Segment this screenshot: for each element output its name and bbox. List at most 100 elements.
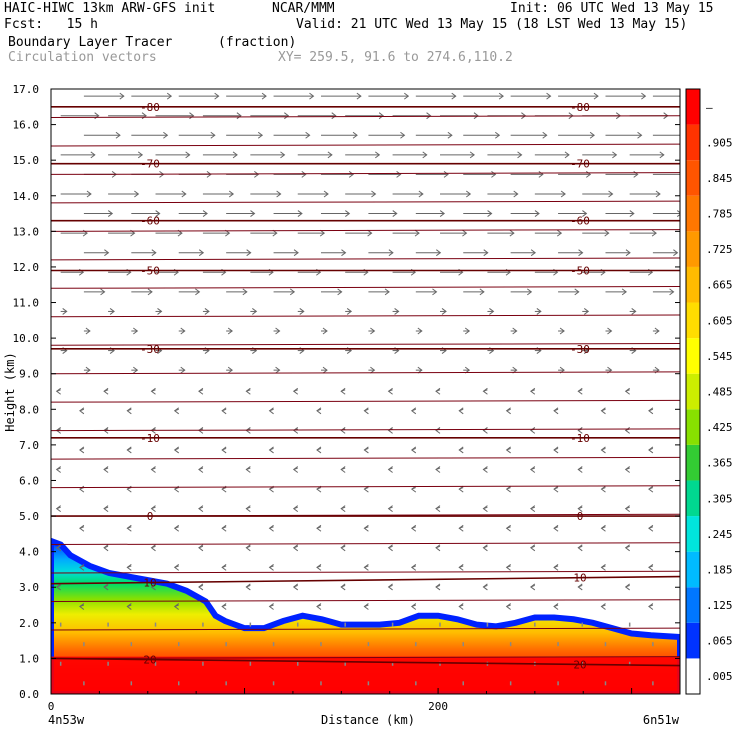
vector-arrowhead: [578, 249, 584, 257]
vector-arrowhead: [577, 544, 583, 552]
vector-arrowhead: [553, 524, 559, 532]
colorbar-swatch: [686, 160, 700, 196]
vector-arrowhead: [375, 151, 381, 159]
header-fcst: Fcst: 15 h: [4, 17, 98, 32]
vector-arrowhead: [410, 524, 417, 532]
vector-arrowhead: [90, 151, 96, 159]
temp-contour-line: [51, 575, 680, 585]
vector-arrowhead: [560, 190, 566, 198]
colorbar-swatch: [686, 302, 700, 339]
colorbar-swatch: [686, 338, 700, 374]
vector-arrowhead: [301, 171, 307, 178]
vector-arrowhead: [86, 190, 92, 198]
vector-arrowhead: [221, 407, 227, 415]
tracer-area: [51, 540, 680, 694]
vector-arrowhead: [133, 327, 139, 335]
vector-arrowhead: [198, 544, 204, 552]
vector-arrowhead: [323, 190, 329, 198]
x-end-label-right: 6n51w: [643, 713, 680, 727]
vector-arrowhead: [268, 446, 274, 454]
vector-arrowhead: [280, 151, 286, 159]
vector-arrowhead: [648, 407, 654, 415]
vector-arrowhead: [388, 249, 394, 257]
vector-arrowhead: [465, 190, 472, 198]
thin-contour-line: [51, 485, 680, 489]
vector-arrowhead: [489, 308, 495, 315]
colorbar-swatch: [686, 658, 700, 694]
vector-arrowhead: [387, 466, 393, 473]
vector-arrowhead: [214, 92, 220, 100]
vector-arrowhead: [482, 426, 488, 434]
colorbar-label: .305: [706, 492, 733, 505]
vector-arrowhead: [166, 92, 173, 100]
colorbar-swatch: [686, 622, 700, 659]
vector-arrowhead: [410, 446, 417, 454]
vector-arrowhead: [316, 603, 322, 610]
vector-arrowhead: [447, 131, 453, 139]
vector-arrowhead: [577, 466, 583, 473]
y-tick-label: 0.0: [19, 688, 39, 701]
vector-arrowhead: [363, 603, 369, 610]
vector-arrowhead: [600, 563, 606, 571]
vector-arrowhead: [221, 446, 227, 454]
y-tick-label: 10.0: [13, 332, 40, 345]
vector-arrowhead: [322, 366, 328, 374]
vector-arrowhead: [292, 387, 299, 395]
vector-arrowhead: [659, 151, 665, 159]
vector-arrowhead: [410, 485, 417, 493]
vector-arrowhead: [553, 563, 559, 571]
vector-arrowhead: [629, 210, 635, 217]
vector-arrowhead: [505, 603, 511, 610]
overlay-name: Circulation vectors: [8, 50, 157, 65]
thin-contour-line: [51, 143, 680, 147]
vector-arrowhead: [458, 524, 464, 532]
vector-arrowhead: [322, 327, 328, 335]
vector-arrowhead: [387, 426, 393, 434]
vector-arrowhead: [435, 426, 441, 434]
y-tick-label: 2.0: [19, 617, 39, 630]
vector-arrowhead: [55, 466, 61, 473]
vector-arrowhead: [245, 544, 251, 552]
vector-arrowhead: [530, 544, 536, 552]
vector-arrowhead: [119, 92, 125, 100]
vector-arrowhead: [473, 112, 479, 120]
vector-arrowhead: [439, 210, 446, 217]
colorbar-swatch: [686, 195, 700, 232]
x-tick-label: 0: [48, 700, 55, 713]
vector-arrowhead: [340, 466, 346, 473]
vector-arrowhead: [103, 505, 109, 513]
vector-arrowhead: [482, 505, 488, 513]
vector-arrowhead: [221, 603, 227, 610]
x-tick-label: 200: [428, 700, 448, 713]
vector-arrowhead: [589, 131, 595, 139]
vector-arrowhead: [292, 466, 299, 473]
vector-arrowhead: [574, 288, 580, 296]
vector-arrowhead: [299, 308, 305, 315]
vector-arrowhead: [608, 190, 614, 198]
vector-arrowhead: [553, 603, 559, 610]
vector-arrowhead: [236, 112, 242, 120]
contour-label: 20: [573, 658, 586, 671]
vector-arrowhead: [79, 563, 85, 571]
vector-arrowhead: [655, 190, 661, 198]
vector-arrowhead: [387, 583, 393, 591]
vector-arrowhead: [624, 426, 630, 434]
vector-arrowhead: [556, 229, 563, 237]
vector-arrowhead: [316, 407, 322, 415]
colorbar-swatch: [686, 124, 700, 161]
vector-arrowhead: [137, 151, 144, 159]
vector-arrowhead: [245, 583, 251, 591]
vector-arrowhead: [505, 563, 511, 571]
contour-label: -60: [570, 215, 590, 228]
vector-arrowhead: [352, 131, 358, 139]
vector-arrowhead: [505, 485, 511, 493]
vector-arrowhead: [150, 466, 156, 473]
vector-arrowhead: [530, 426, 536, 434]
vector-arrowhead: [289, 288, 296, 296]
vector-arrowhead: [341, 249, 347, 257]
vector-arrowhead: [363, 407, 369, 415]
vector-arrowhead: [451, 92, 457, 100]
vector-arrowhead: [553, 407, 559, 415]
vector-arrowhead: [417, 366, 423, 374]
